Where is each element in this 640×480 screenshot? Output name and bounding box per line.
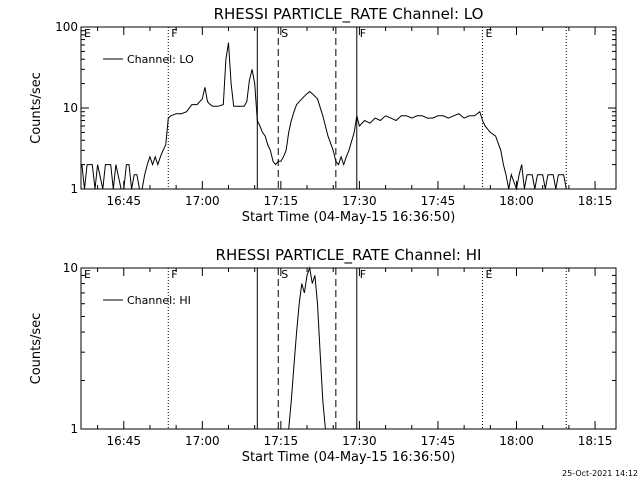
event-marker-label: F: [171, 268, 177, 281]
x-tick-label: 16:45: [106, 194, 141, 208]
chart-title: RHESSI PARTICLE_RATE Channel: HI: [216, 246, 482, 265]
y-tick-label: 1: [70, 422, 78, 436]
series-line: [288, 266, 326, 430]
event-marker-label: S: [281, 268, 288, 281]
x-axis-label: Start Time (04-May-15 16:36:50): [242, 210, 456, 225]
x-tick-label: 17:00: [185, 194, 220, 208]
x-tick-label: 16:45: [106, 434, 141, 448]
event-marker-label: E: [84, 27, 91, 40]
x-tick-label: 18:00: [499, 434, 534, 448]
y-axis-label: Counts/sec: [29, 72, 44, 144]
x-tick-label: 17:15: [264, 434, 299, 448]
event-marker-label: S: [281, 27, 288, 40]
x-tick-label: 17:30: [342, 434, 377, 448]
x-tick-label: 17:45: [421, 194, 456, 208]
y-tick-label: 10: [63, 261, 78, 275]
x-tick-label: 18:15: [578, 434, 613, 448]
x-axis-label: Start Time (04-May-15 16:36:50): [242, 450, 456, 465]
plot-frame: [80, 26, 617, 190]
x-tick-label: 18:00: [499, 194, 534, 208]
event-marker-label: F: [171, 27, 177, 40]
x-tick-label: 17:30: [342, 194, 377, 208]
y-tick-label: 10: [63, 101, 78, 115]
event-marker-label: E: [485, 27, 492, 40]
legend-label: Channel: HI: [127, 294, 191, 307]
plot-frame: [80, 267, 617, 430]
series-line: [81, 42, 567, 191]
panel-lo: RHESSI PARTICLE_RATE Channel: LO Counts/s…: [29, 5, 617, 225]
y-tick-label: 1: [70, 182, 78, 196]
x-tick-label: 17:15: [264, 194, 299, 208]
panel-hi: RHESSI PARTICLE_RATE Channel: HI Counts/s…: [29, 246, 617, 465]
x-tick-label: 18:15: [578, 194, 613, 208]
x-tick-label: 17:00: [185, 434, 220, 448]
chart-title: RHESSI PARTICLE_RATE Channel: LO: [214, 5, 484, 24]
y-tick-label: 100: [55, 20, 78, 34]
y-axis-label: Counts/sec: [29, 313, 44, 385]
event-marker-label: F: [360, 268, 366, 281]
event-marker-label: F: [360, 27, 366, 40]
legend-label: Channel: LO: [127, 53, 194, 66]
event-marker-label: E: [84, 268, 91, 281]
timestamp-footer: 25-Oct-2021 14:12: [562, 469, 638, 478]
x-tick-label: 17:45: [421, 434, 456, 448]
event-marker-label: E: [485, 268, 492, 281]
